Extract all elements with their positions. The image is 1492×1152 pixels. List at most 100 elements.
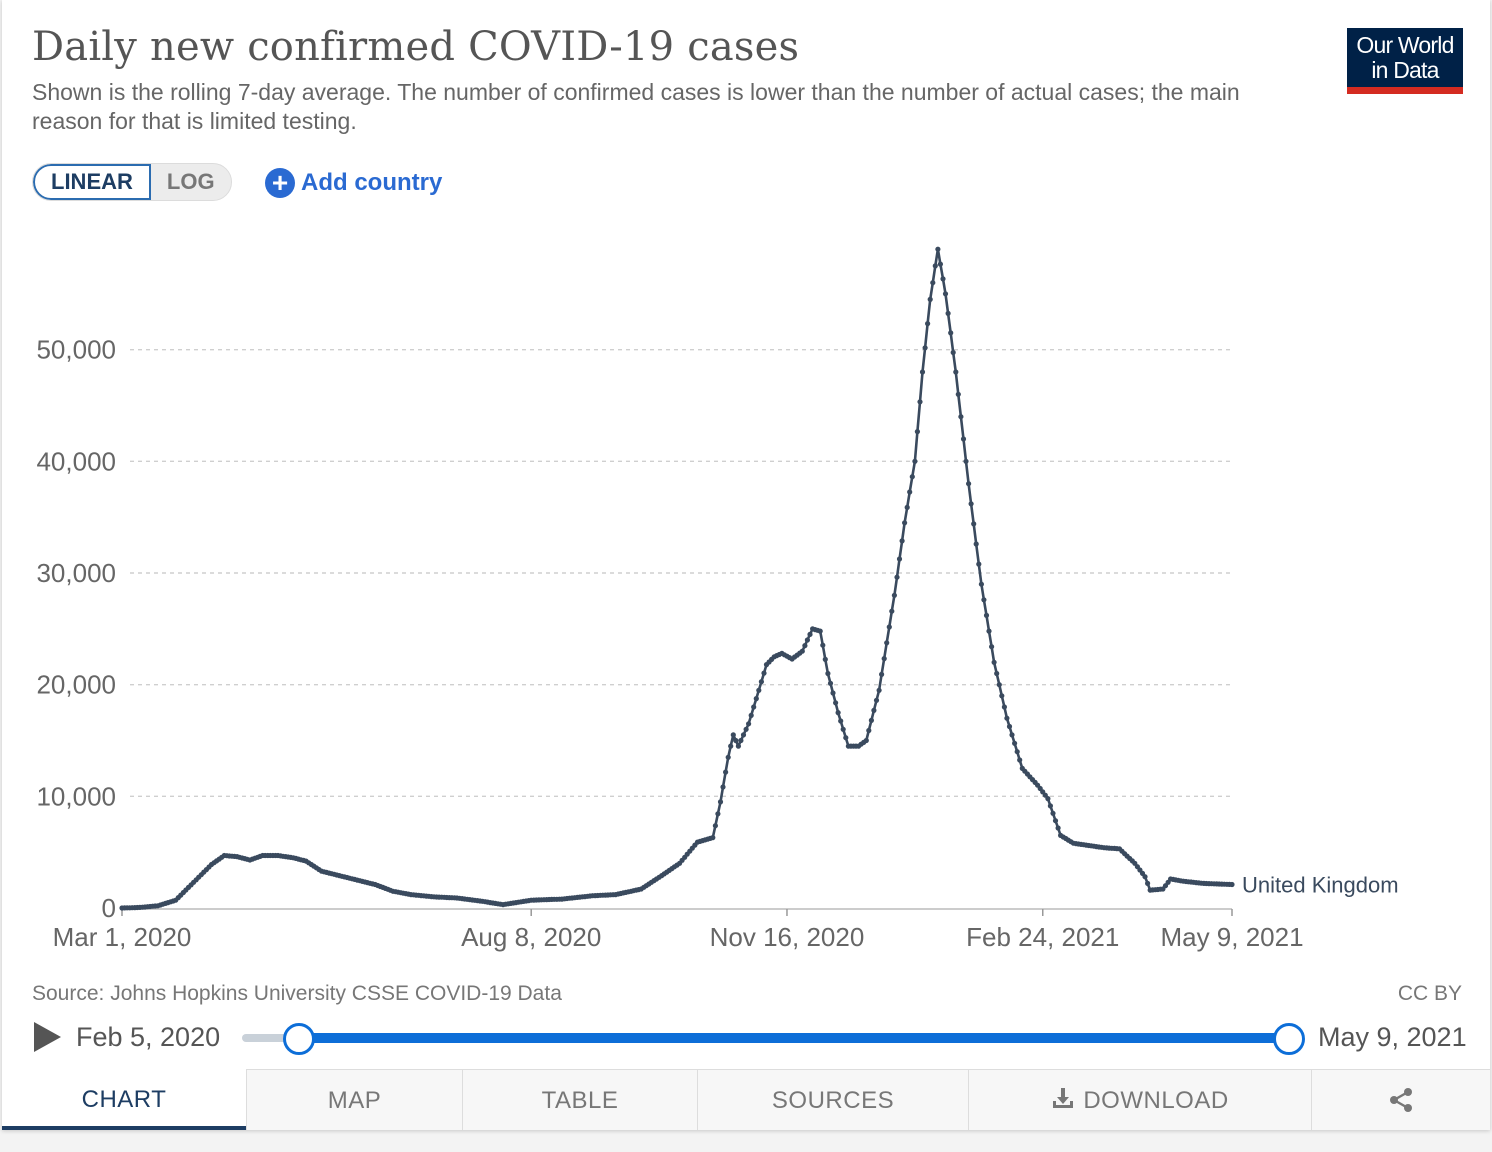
data-point	[945, 310, 951, 316]
data-point	[927, 296, 933, 302]
data-point	[1047, 803, 1053, 809]
data-point	[733, 737, 739, 744]
data-point	[948, 330, 954, 336]
data-point	[761, 670, 767, 676]
x-tick-label: Mar 1, 2020	[53, 922, 192, 952]
chart-subtitle: Shown is the rolling 7-day average. The …	[32, 79, 1240, 134]
data-point	[871, 707, 877, 714]
data-point	[940, 276, 946, 282]
add-country-label: Add country	[301, 169, 443, 196]
data-point	[868, 717, 875, 724]
data-point	[1014, 749, 1020, 755]
data-point	[758, 679, 765, 685]
play-icon[interactable]	[34, 1022, 61, 1052]
data-point	[873, 697, 880, 703]
data-point	[1142, 874, 1148, 880]
data-point	[1009, 732, 1015, 738]
logo-line-1: Our World	[1356, 32, 1454, 58]
data-point	[753, 696, 759, 702]
data-point	[843, 735, 849, 741]
data-point	[863, 737, 869, 744]
data-point	[904, 504, 910, 510]
data-point	[1055, 825, 1061, 831]
tab-share[interactable]	[1311, 1069, 1490, 1130]
scale-toggle: LINEAR LOG	[32, 163, 232, 201]
data-point	[976, 561, 982, 567]
data-point	[748, 712, 754, 719]
data-point	[1050, 810, 1056, 816]
data-point	[966, 481, 972, 487]
tab-map[interactable]: MAP	[246, 1069, 462, 1130]
data-point	[917, 399, 923, 405]
data-point	[958, 414, 964, 420]
data-point	[989, 644, 995, 650]
tab-chart[interactable]: CHART	[2, 1069, 246, 1130]
data-point	[827, 680, 834, 686]
data-point	[907, 489, 913, 495]
data-point	[963, 458, 969, 464]
series-line-united-kingdom	[121, 247, 1233, 910]
data-point	[894, 574, 900, 580]
license-link[interactable]: CC BY	[1397, 982, 1462, 1005]
data-point	[1004, 715, 1010, 721]
data-point	[717, 799, 724, 805]
logo-line-2: in Data	[1371, 57, 1439, 83]
series-group: United Kingdom	[119, 246, 1399, 911]
data-point	[756, 687, 762, 693]
data-point	[889, 608, 895, 614]
data-point	[950, 349, 956, 356]
data-point	[1001, 704, 1008, 710]
data-point	[922, 345, 928, 351]
owid-logo[interactable]: Our World in Data	[1347, 28, 1463, 94]
download-icon	[1053, 1088, 1074, 1108]
tab-download[interactable]: DOWNLOAD	[968, 1069, 1311, 1130]
tab-bar: CHART MAP TABLE SOURCES DOWNLOAD	[2, 1069, 1490, 1130]
data-point	[735, 743, 742, 749]
data-point	[971, 521, 977, 527]
data-point	[937, 261, 944, 267]
data-point	[930, 280, 936, 286]
linear-scale-button[interactable]: LINEAR	[33, 164, 151, 200]
x-tick-label: Nov 16, 2020	[710, 922, 865, 952]
timeline-end-label: May 9, 2021	[1318, 1022, 1467, 1052]
data-point	[986, 628, 992, 634]
data-point	[1145, 880, 1151, 887]
chart-title: Daily new confirmed COVID-19 cases	[32, 24, 800, 70]
data-point	[1017, 757, 1023, 763]
data-point	[866, 727, 872, 734]
data-point	[743, 726, 749, 732]
data-point	[881, 656, 887, 662]
data-point	[728, 743, 734, 749]
share-icon	[1390, 1088, 1412, 1112]
data-point	[876, 687, 882, 693]
y-axis: 0 10,000 20,000 30,000 40,000 50,000	[36, 335, 116, 923]
data-point	[919, 369, 926, 375]
series-label[interactable]: United Kingdom	[1242, 873, 1399, 898]
x-tick-label: May 9, 2021	[1160, 922, 1303, 952]
data-point	[751, 704, 757, 710]
y-tick-label: 40,000	[36, 446, 116, 476]
data-point	[746, 721, 752, 727]
data-point	[825, 670, 831, 677]
data-point	[902, 520, 908, 526]
tab-sources[interactable]: SOURCES	[697, 1069, 968, 1130]
x-tick-label: Aug 8, 2020	[461, 922, 601, 952]
data-point	[886, 624, 892, 630]
data-point	[994, 670, 1000, 677]
timeline-end-handle[interactable]	[1273, 1023, 1305, 1055]
add-country-button[interactable]: + Add country	[265, 168, 442, 198]
data-point	[817, 628, 823, 634]
data-point	[799, 648, 805, 654]
data-point	[981, 597, 987, 603]
data-point	[730, 732, 736, 738]
log-scale-button[interactable]: LOG	[166, 169, 215, 194]
data-point	[884, 640, 890, 646]
data-point	[830, 690, 836, 696]
timeline-start-handle[interactable]	[283, 1023, 316, 1055]
line-chart: 0 10,000 20,000 30,000 40,000 50,000 Mar 1, 2…	[36, 246, 1399, 952]
tab-table[interactable]: TABLE	[462, 1069, 697, 1130]
data-point	[999, 693, 1005, 699]
data-point	[710, 835, 716, 841]
data-point	[932, 263, 938, 269]
data-point	[899, 538, 905, 544]
